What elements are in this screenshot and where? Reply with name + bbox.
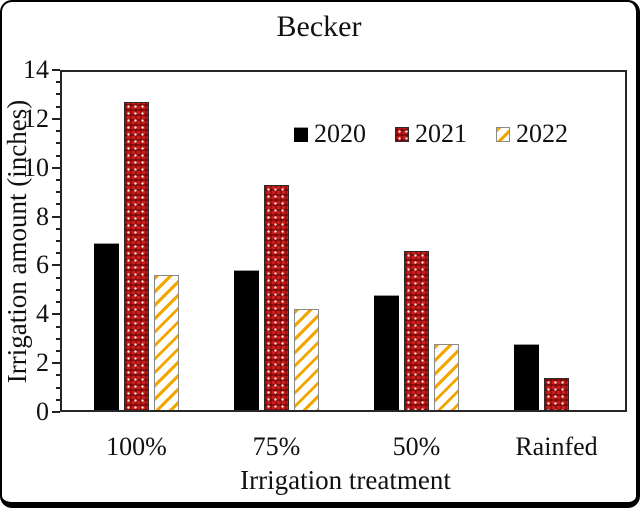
y-minor-tick-6.5: [56, 252, 60, 255]
y-minor-tick-13.5: [56, 81, 60, 84]
y-tick-label-8: 8: [36, 201, 49, 231]
y-minor-tick-9.5: [56, 178, 60, 181]
y-minor-tick-1: [56, 386, 60, 389]
y-tick-label-10: 10: [23, 152, 49, 182]
x-tick-label-Rainfed: Rainfed: [515, 432, 598, 461]
bar-2020-50%: [374, 294, 399, 412]
legend-label-2020: 2020: [314, 119, 366, 148]
bar-2022-50%: [434, 343, 459, 412]
legend-label-2022: 2022: [516, 119, 568, 148]
y-minor-tick-3: [56, 337, 60, 340]
y-tick-label-4: 4: [36, 299, 49, 329]
bar-2022-75%: [294, 309, 319, 412]
y-major-tick-2: [52, 362, 60, 365]
legend-label-2021: 2021: [415, 119, 467, 148]
y-major-tick-4: [52, 313, 60, 316]
legend: 2020 2021 2022: [294, 120, 568, 148]
y-minor-tick-7: [56, 240, 60, 242]
y-major-tick-14: [52, 69, 60, 71]
y-tick-label-0: 0: [36, 397, 49, 426]
y-minor-tick-13: [56, 93, 60, 96]
bar-2020-Rainfed: [514, 343, 539, 412]
bar-2020-100%: [94, 243, 119, 412]
y-major-tick-12: [52, 117, 60, 120]
x-tick-label-75%: 75%: [252, 432, 301, 461]
y-minor-tick-12.5: [56, 105, 60, 108]
y-major-tick-10: [52, 166, 60, 169]
bar-2022-100%: [154, 275, 179, 412]
legend-swatch-2022: [496, 126, 510, 142]
y-tick-label-12: 12: [23, 103, 49, 133]
bar-2021-100%: [124, 101, 149, 412]
y-minor-tick-11.5: [56, 130, 60, 133]
y-major-tick-8: [52, 215, 60, 218]
y-tick-label-14: 14: [23, 55, 49, 84]
bar-2021-Rainfed: [544, 377, 569, 412]
y-minor-tick-11: [56, 142, 60, 145]
y-minor-tick-5.5: [56, 276, 60, 279]
bar-2020-75%: [234, 270, 259, 412]
x-tick-label-100%: 100%: [106, 432, 167, 461]
plot-area: [60, 70, 627, 412]
bar-2021-75%: [264, 184, 289, 412]
y-minor-tick-8.5: [56, 203, 60, 206]
y-minor-tick-3.5: [56, 325, 60, 328]
y-minor-tick-9: [56, 191, 60, 194]
y-minor-tick-0.5: [56, 398, 60, 401]
y-major-tick-6: [52, 264, 60, 267]
chart-title: Becker: [276, 10, 362, 43]
legend-entry-2020: 2020: [294, 120, 366, 148]
y-tick-label-6: 6: [36, 250, 49, 280]
legend-swatch-2020: [294, 126, 308, 142]
legend-swatch-2021: [395, 126, 409, 142]
y-minor-tick-1.5: [56, 374, 60, 377]
bar-2021-50%: [404, 250, 429, 412]
y-minor-tick-7.5: [56, 227, 60, 230]
y-minor-tick-5: [56, 288, 60, 291]
y-minor-tick-10.5: [56, 154, 60, 157]
y-minor-tick-2.5: [56, 349, 60, 352]
y-major-tick-0: [52, 411, 60, 413]
y-tick-label-2: 2: [36, 348, 49, 378]
legend-entry-2022: 2022: [496, 120, 568, 148]
x-tick-label-50%: 50%: [392, 432, 441, 461]
legend-entry-2021: 2021: [395, 120, 467, 148]
y-minor-tick-4.5: [56, 301, 60, 304]
x-axis-title: Irrigation treatment: [240, 465, 451, 495]
